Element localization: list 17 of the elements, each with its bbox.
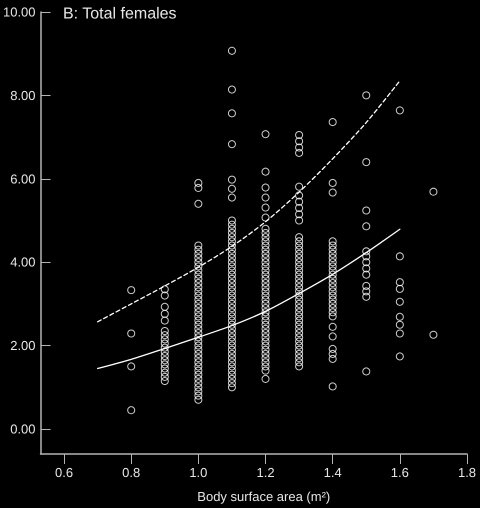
x-axis-title: Body surface area (m²) [197, 489, 330, 504]
x-tick-label: 1.8 [458, 465, 476, 480]
y-tick-label: 4.00 [10, 254, 36, 270]
x-tick-label: 1.0 [189, 465, 208, 480]
x-tick-label: 1.6 [390, 465, 409, 480]
line-series [96, 80, 400, 322]
x-tick-label: 0.8 [122, 465, 140, 480]
line-series [96, 228, 400, 370]
y-tick-label: 2.00 [10, 338, 36, 354]
x-tick-label: 1.2 [256, 465, 275, 480]
y-tick-label: 0.00 [10, 421, 36, 436]
y-tick-label: 10.00 [2, 4, 36, 20]
y-tick-label: 8.00 [10, 88, 36, 103]
y-tick-label: 6.00 [10, 171, 36, 186]
x-tick-label: 0.6 [55, 465, 74, 480]
chart-title: B: Total females [63, 6, 177, 22]
x-tick-label: 1.4 [324, 465, 342, 480]
